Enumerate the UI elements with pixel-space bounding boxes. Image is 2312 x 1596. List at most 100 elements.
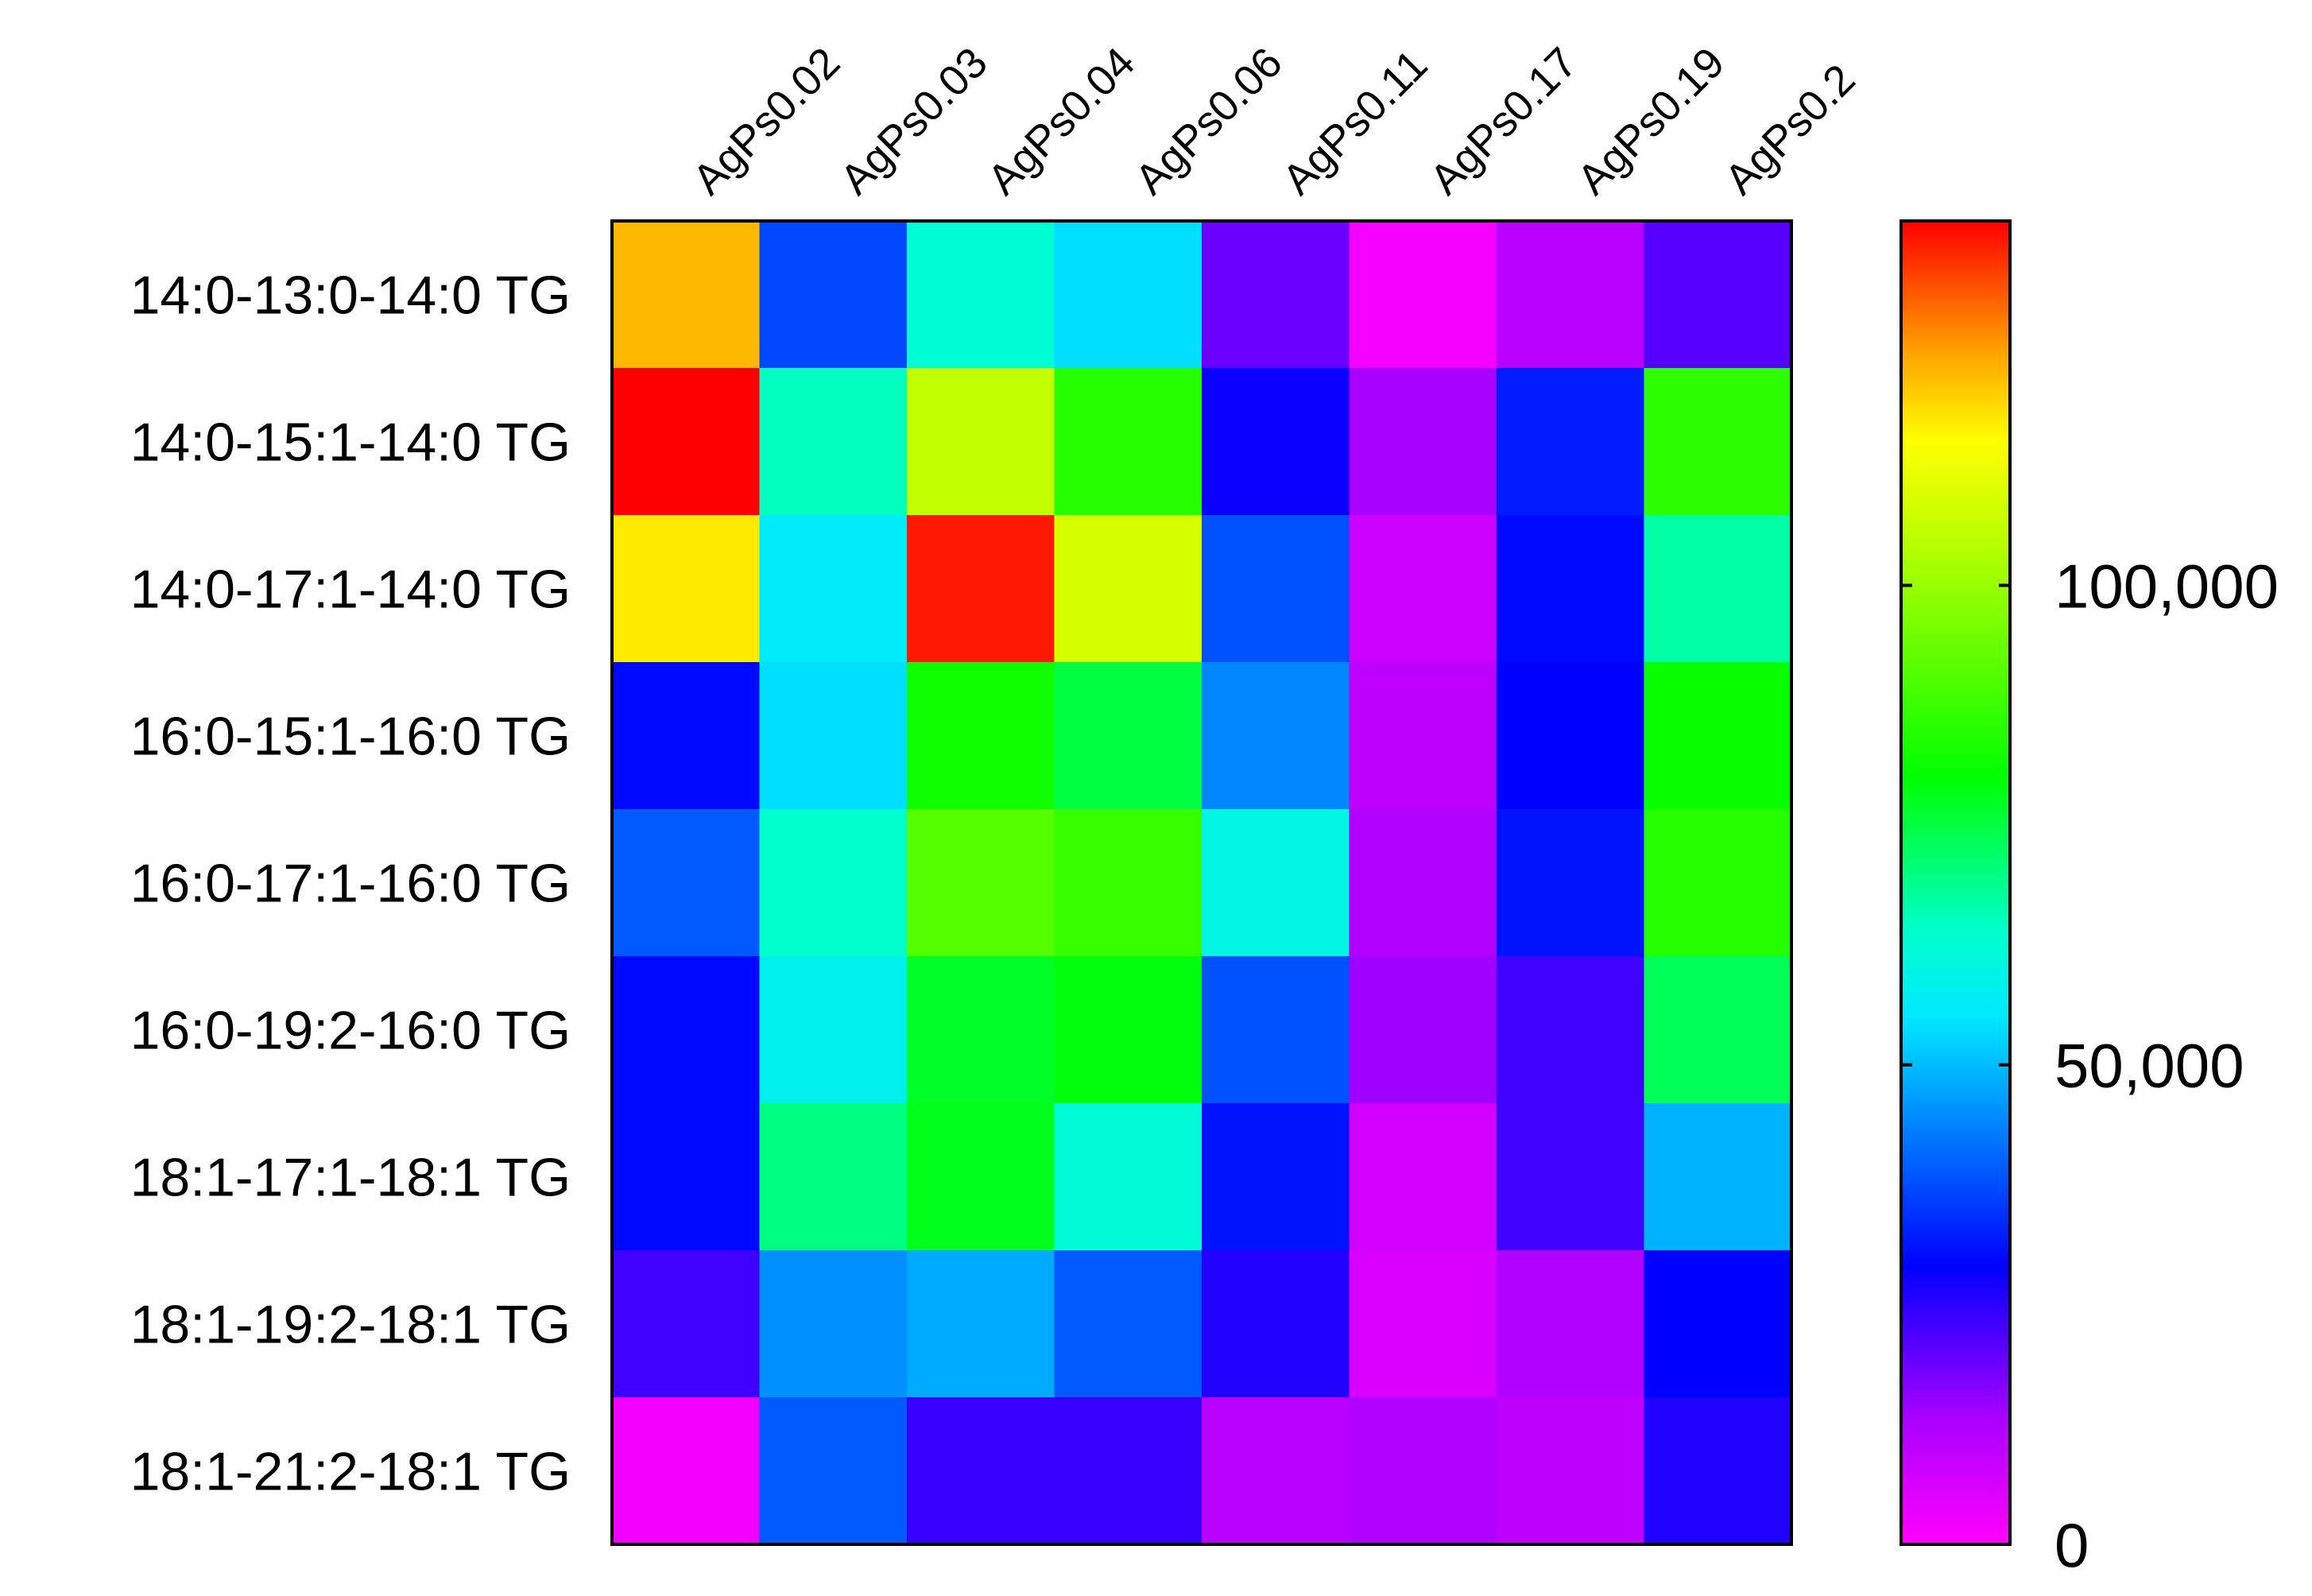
heatmap-cell (1644, 1103, 1792, 1251)
heatmap-cell (1202, 1250, 1350, 1398)
heatmap-cell (1202, 956, 1350, 1104)
heatmap-cell (1644, 1250, 1792, 1398)
column-label: AgPs0.11 (1273, 41, 1436, 203)
row-label: 14:0-13:0-14:0 TG (130, 265, 571, 326)
colorbar-tick-label: 50,000 (2054, 1031, 2244, 1101)
heatmap-cell (759, 1250, 908, 1398)
row-label: 18:1-21:2-18:1 TG (130, 1442, 571, 1502)
heatmap-cell (1054, 956, 1202, 1104)
heatmap-cell (612, 956, 761, 1104)
heatmap-cell (907, 1103, 1055, 1251)
heatmap-cell (1497, 662, 1645, 810)
heatmap-cell (1497, 368, 1645, 516)
heatmap-cell (1349, 221, 1497, 369)
heatmap-cell (1644, 809, 1792, 957)
heatmap-cell (1349, 1397, 1497, 1545)
heatmap-cell (612, 1103, 761, 1251)
heatmap-cell (907, 809, 1055, 957)
column-label: AgPs0.04 (978, 38, 1144, 203)
row-label: 18:1-17:1-18:1 TG (130, 1148, 571, 1208)
heatmap-cell (1202, 662, 1350, 810)
column-label: AgPs0.03 (831, 38, 997, 203)
heatmap-cell (759, 221, 908, 369)
colorbar-ticks: 0 50,000 100,000 (1901, 551, 2279, 1580)
heatmap-cell (1497, 809, 1645, 957)
heatmap-cell (612, 368, 761, 516)
heatmap-cell (1497, 221, 1645, 369)
heatmap-cell (907, 1250, 1055, 1398)
heatmap-cell (1054, 662, 1202, 810)
heatmap-cell (1202, 809, 1350, 957)
heatmap-cell (1054, 368, 1202, 516)
heatmap-cell (1349, 809, 1497, 957)
heatmap-cell (1497, 1397, 1645, 1545)
heatmap-cell (907, 1397, 1055, 1545)
heatmap-cell (1349, 1103, 1497, 1251)
heatmap-cell (1349, 1250, 1497, 1398)
column-label: AgPs0.19 (1568, 38, 1733, 203)
heatmap-cell (612, 1250, 761, 1398)
heatmap-cell (1644, 221, 1792, 369)
heatmap-cell (759, 515, 908, 663)
row-label: 16:0-17:1-16:0 TG (130, 854, 571, 914)
heatmap-cell (1497, 1103, 1645, 1251)
heatmap-cell (759, 809, 908, 957)
heatmap-cell (612, 515, 761, 663)
heatmap-cell (1349, 956, 1497, 1104)
column-label: AgPs0.06 (1126, 38, 1292, 203)
row-label: 18:1-19:2-18:1 TG (130, 1295, 571, 1355)
heatmap-cell (1644, 662, 1792, 810)
heatmap-cell (1054, 515, 1202, 663)
heatmap-cell (1497, 515, 1645, 663)
heatmap-cell (612, 1397, 761, 1545)
heatmap-cell (1054, 1103, 1202, 1251)
heatmap-cell (759, 662, 908, 810)
heatmap-cell (612, 809, 761, 957)
heatmap-cell (1497, 1250, 1645, 1398)
heatmap-cell (1202, 368, 1350, 516)
heatmap-cell (1497, 956, 1645, 1104)
column-label: AgPs0.02 (684, 38, 849, 203)
heatmap-cell (1202, 515, 1350, 663)
row-label: 14:0-15:1-14:0 TG (130, 413, 571, 473)
colorbar-gradient (1901, 221, 2010, 1544)
heatmap-cells (612, 221, 1792, 1545)
colorbar-frame (1900, 219, 2012, 1546)
heatmap-cell (759, 1103, 908, 1251)
heatmap-cell (1054, 1397, 1202, 1545)
column-label: AgPs0.17 (1421, 38, 1586, 203)
heatmap-cell (1349, 515, 1497, 663)
heatmap-cell (907, 221, 1055, 369)
heatmap-cell (1054, 221, 1202, 369)
row-labels: 14:0-13:0-14:0 TG 14:0-15:1-14:0 TG 14:0-1… (130, 265, 571, 1502)
heatmap-cell (612, 221, 761, 369)
heatmap-cell (1644, 956, 1792, 1104)
row-label: 16:0-15:1-16:0 TG (130, 707, 571, 767)
heatmap-cell (1054, 809, 1202, 957)
column-label: AgPs0.2 (1716, 56, 1865, 204)
heatmap-cell (1054, 1250, 1202, 1398)
heatmap-cell (759, 1397, 908, 1545)
heatmap-cell (907, 515, 1055, 663)
heatmap-cell (759, 368, 908, 516)
heatmap-cell (1644, 515, 1792, 663)
heatmap-cell (1349, 662, 1497, 810)
heatmap-cell (1202, 1397, 1350, 1545)
row-label: 14:0-17:1-14:0 TG (130, 560, 571, 620)
colorbar-tick-label: 0 (2054, 1510, 2089, 1580)
plot-frame (610, 219, 1793, 1546)
heatmap-cell (1349, 368, 1497, 516)
colorbar-tick-label: 100,000 (2054, 551, 2279, 621)
heatmap-cell (1202, 1103, 1350, 1251)
row-label: 16:0-19:2-16:0 TG (130, 1001, 571, 1061)
column-labels: AgPs0.02AgPs0.03AgPs0.04AgPs0.06AgPs0.11… (684, 38, 1864, 203)
heatmap-cell (907, 662, 1055, 810)
heatmap-cell (907, 956, 1055, 1104)
heatmap-cell (1644, 1397, 1792, 1545)
heatmap-cell (1202, 221, 1350, 369)
heatmap-cell (612, 662, 761, 810)
colorbar: 0 50,000 100,000 (1900, 219, 2279, 1580)
heatmap-cell (1644, 368, 1792, 516)
heatmap-cell (907, 368, 1055, 516)
